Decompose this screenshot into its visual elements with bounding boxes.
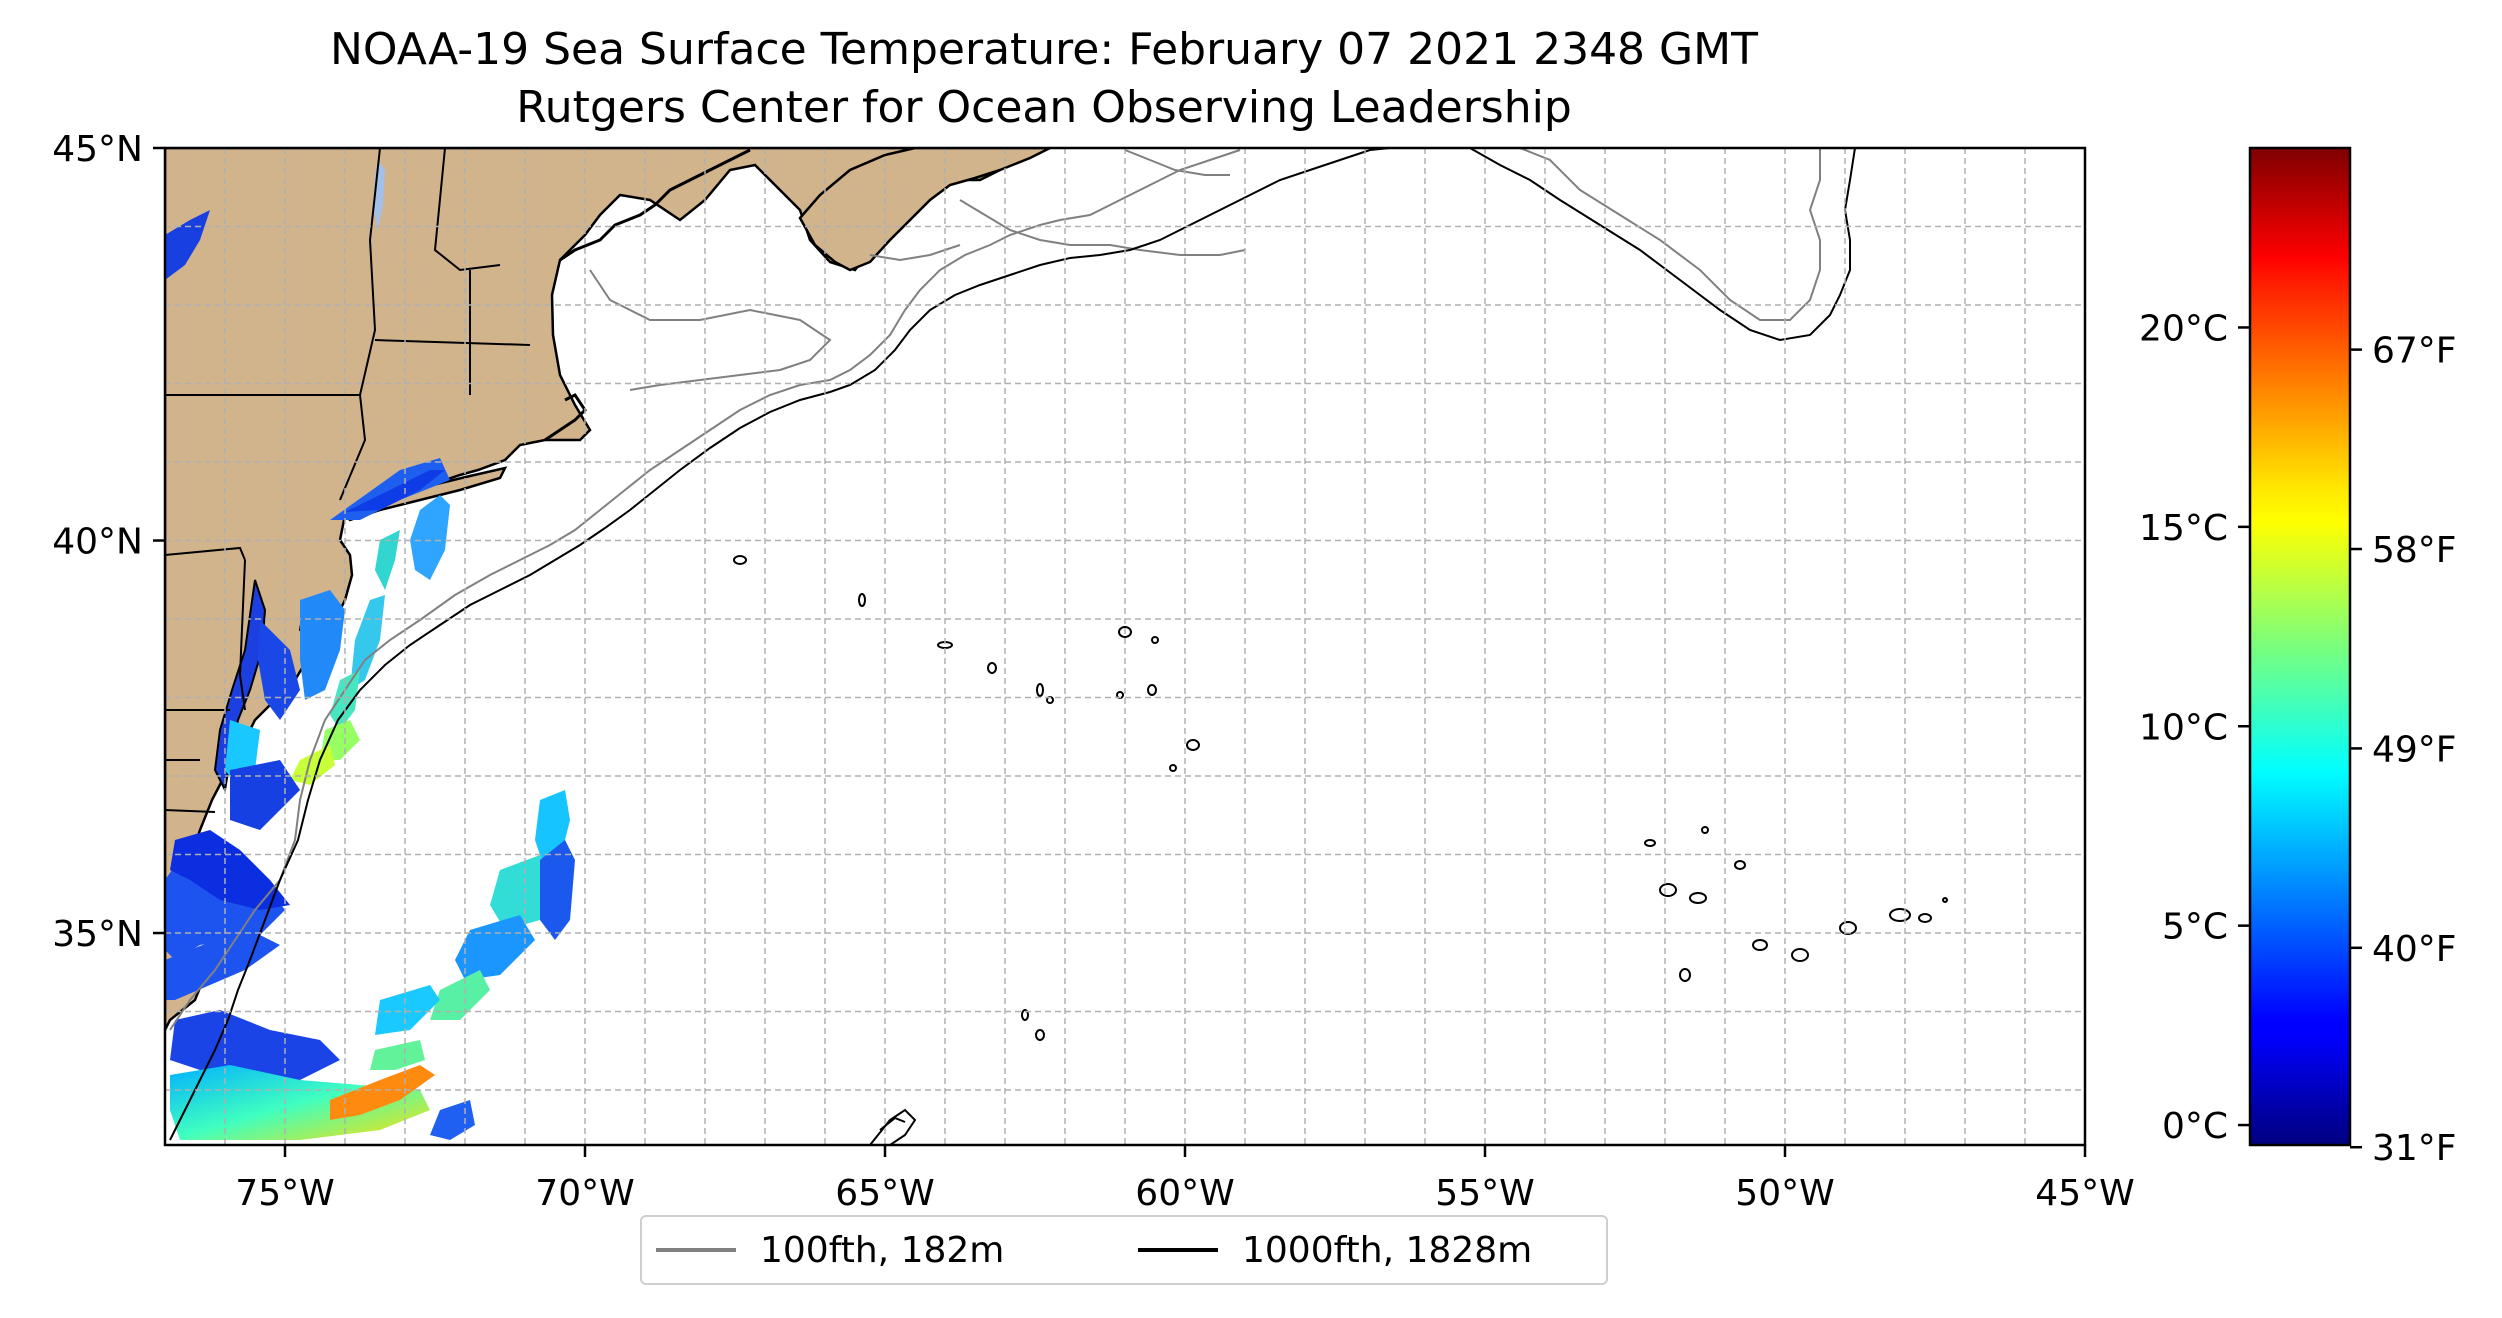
graticule xyxy=(164,148,2085,1145)
cape-cod xyxy=(544,393,587,442)
map-subtitle: Rutgers Center for Ocean Observing Leade… xyxy=(516,82,1572,133)
lon-tick-label: 75°W xyxy=(235,1173,334,1214)
inland-water xyxy=(165,210,210,280)
colorbar-fahrenheit-label: 31°F xyxy=(2372,1128,2457,1169)
colorbar-celsius-label: 0°C xyxy=(2162,1106,2228,1147)
colorbar-celsius-label: 10°C xyxy=(2139,707,2228,748)
colorbar-ticks: 0°C 5°C 10°C 15°C 20°C 31°F 40°F 49°F 58°F 67°F xyxy=(2139,308,2456,1169)
contour-100fth xyxy=(169,148,1821,1031)
nova-scotia xyxy=(798,148,1051,272)
lon-axis: 75°W 70°W 65°W 60°W 55°W 50°W 45°W xyxy=(235,1145,2135,1214)
colorbar-fahrenheit-label: 40°F xyxy=(2372,929,2457,970)
lon-tick-label: 60°W xyxy=(1135,1173,1234,1214)
seamounts xyxy=(733,555,1948,1145)
contour-1000fth xyxy=(169,148,1856,1141)
legend: 100fth, 182m 1000fth, 1828m xyxy=(640,1215,1608,1285)
colorbar-celsius-label: 5°C xyxy=(2162,907,2228,948)
lon-tick-label: 65°W xyxy=(835,1173,934,1214)
map-frame xyxy=(163,146,2087,1147)
lon-tick-label: 55°W xyxy=(1435,1173,1534,1214)
lon-tick-label: 50°W xyxy=(1735,1173,1834,1214)
colorbar-fahrenheit-label: 49°F xyxy=(2372,729,2457,770)
legend-swatch-gray xyxy=(656,1248,736,1252)
lat-tick-label: 40°N xyxy=(52,522,143,563)
colorbar-celsius-label: 20°C xyxy=(2139,308,2228,349)
colorbar-celsius-label: 15°C xyxy=(2139,508,2228,549)
lat-axis: 35°N 40°N 45°N xyxy=(52,129,165,955)
legend-label-1000fth: 1000fth, 1828m xyxy=(1242,1229,1533,1271)
sst-data-layer xyxy=(165,458,575,1140)
colorbar xyxy=(2248,146,2352,1147)
maine-coast xyxy=(559,148,751,262)
lat-tick-label: 35°N xyxy=(52,914,143,955)
lat-tick-label: 45°N xyxy=(52,129,143,170)
lon-tick-label: 45°W xyxy=(2035,1173,2134,1214)
lon-tick-label: 70°W xyxy=(535,1173,634,1214)
colorbar-fahrenheit-label: 67°F xyxy=(2372,331,2457,372)
colorbar-fahrenheit-label: 58°F xyxy=(2372,530,2457,571)
legend-label-100fth: 100fth, 182m xyxy=(760,1229,1005,1271)
map-title: NOAA-19 Sea Surface Temperature: Februar… xyxy=(330,24,1758,75)
legend-item-100fth: 100fth, 182m xyxy=(656,1225,1004,1275)
state-borders xyxy=(165,148,531,813)
legend-swatch-black xyxy=(1138,1248,1218,1252)
legend-item-1000fth: 1000fth, 1828m xyxy=(1138,1225,1532,1275)
